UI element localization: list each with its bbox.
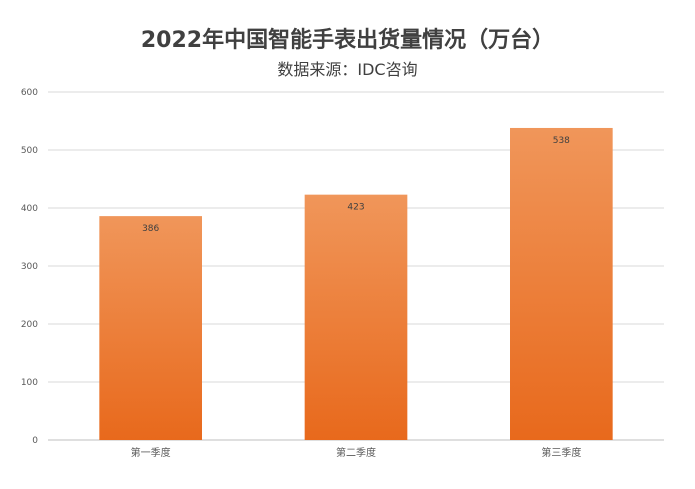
- x-category-label: 第三季度: [541, 446, 581, 459]
- y-tick-label: 600: [21, 88, 38, 98]
- y-tick-label: 400: [21, 204, 38, 214]
- bar-3: [510, 127, 613, 441]
- y-axis: 0 100 200 300 400 500 600: [21, 88, 38, 446]
- x-category-label: 第一季度: [131, 446, 171, 459]
- data-label: 538: [553, 136, 570, 146]
- bar-1: [99, 216, 202, 440]
- y-tick-label: 200: [21, 320, 38, 330]
- chart-title: 2022年中国智能手表出货量情况（万台）: [140, 28, 555, 53]
- chart-subtitle: 数据来源：IDC咨询: [277, 60, 418, 79]
- data-label: 386: [142, 224, 159, 234]
- y-tick-label: 300: [21, 262, 38, 272]
- y-tick-label: 0: [32, 436, 38, 446]
- y-tick-label: 100: [21, 378, 38, 388]
- bar-2: [304, 194, 408, 440]
- x-axis: 第一季度 第二季度 第三季度: [131, 446, 582, 459]
- bars: 386 423 538: [99, 127, 613, 441]
- y-tick-label: 500: [21, 146, 38, 156]
- data-label: 423: [347, 203, 364, 213]
- x-category-label: 第二季度: [336, 446, 376, 459]
